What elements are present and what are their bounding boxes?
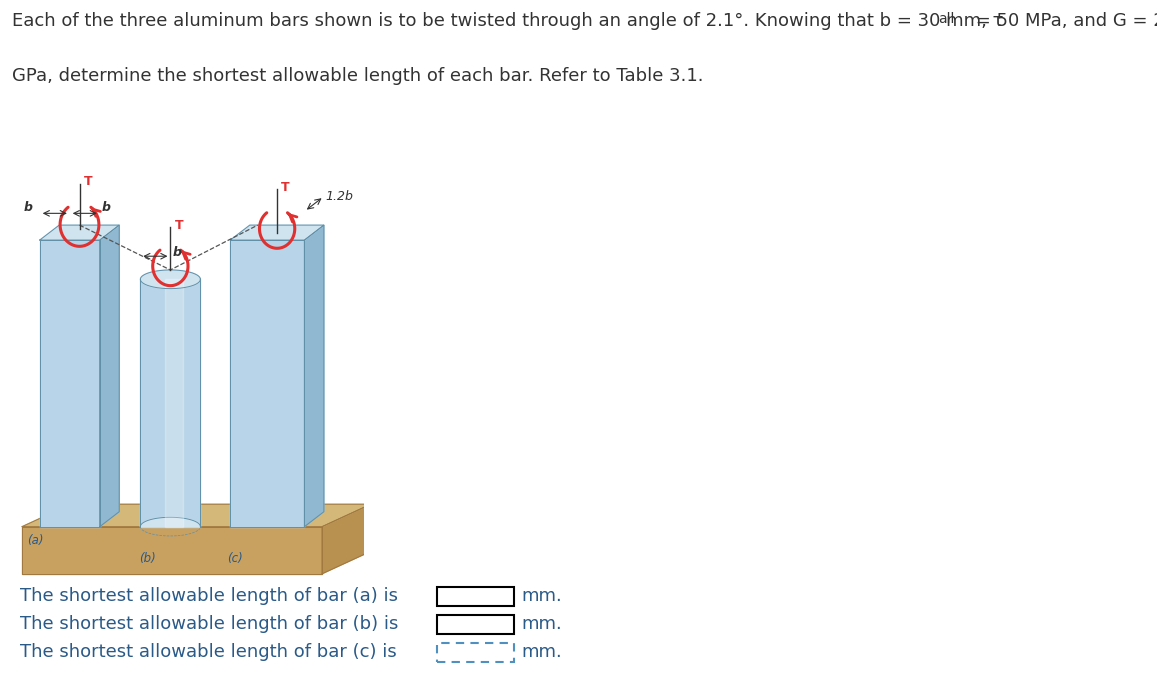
Text: Each of the three aluminum bars shown is to be twisted through an angle of 2.1°.: Each of the three aluminum bars shown is… <box>12 12 1003 30</box>
Text: b: b <box>24 201 32 215</box>
Text: (a): (a) <box>28 534 44 547</box>
Polygon shape <box>304 225 324 526</box>
Text: The shortest allowable length of bar (b) is: The shortest allowable length of bar (b)… <box>20 615 398 633</box>
Polygon shape <box>140 270 200 289</box>
Text: 1.2b: 1.2b <box>325 190 354 203</box>
Text: b: b <box>102 201 111 215</box>
Text: The shortest allowable length of bar (c) is: The shortest allowable length of bar (c)… <box>20 643 397 662</box>
FancyBboxPatch shape <box>436 643 514 662</box>
Polygon shape <box>100 225 119 526</box>
Polygon shape <box>140 279 200 526</box>
FancyBboxPatch shape <box>436 587 514 606</box>
Text: b: b <box>172 246 182 259</box>
Polygon shape <box>22 526 322 573</box>
Text: = 50 MPa, and G = 27: = 50 MPa, and G = 27 <box>970 12 1157 30</box>
Text: mm.: mm. <box>522 588 562 605</box>
Text: mm.: mm. <box>522 615 562 633</box>
FancyBboxPatch shape <box>436 614 514 634</box>
Polygon shape <box>165 279 183 526</box>
Text: T: T <box>175 219 183 232</box>
Polygon shape <box>22 504 370 526</box>
Text: all: all <box>938 12 955 26</box>
Text: T: T <box>83 176 93 188</box>
Text: (c): (c) <box>227 552 243 565</box>
Polygon shape <box>230 225 324 240</box>
Polygon shape <box>39 240 100 526</box>
Text: (b): (b) <box>139 552 155 565</box>
Text: GPa, determine the shortest allowable length of each bar. Refer to Table 3.1.: GPa, determine the shortest allowable le… <box>12 67 703 85</box>
Text: The shortest allowable length of bar (a) is: The shortest allowable length of bar (a)… <box>20 588 398 605</box>
Polygon shape <box>39 225 119 240</box>
Polygon shape <box>230 240 304 526</box>
Polygon shape <box>322 504 370 573</box>
Polygon shape <box>140 518 200 526</box>
Text: mm.: mm. <box>522 643 562 662</box>
Text: T: T <box>281 181 290 194</box>
